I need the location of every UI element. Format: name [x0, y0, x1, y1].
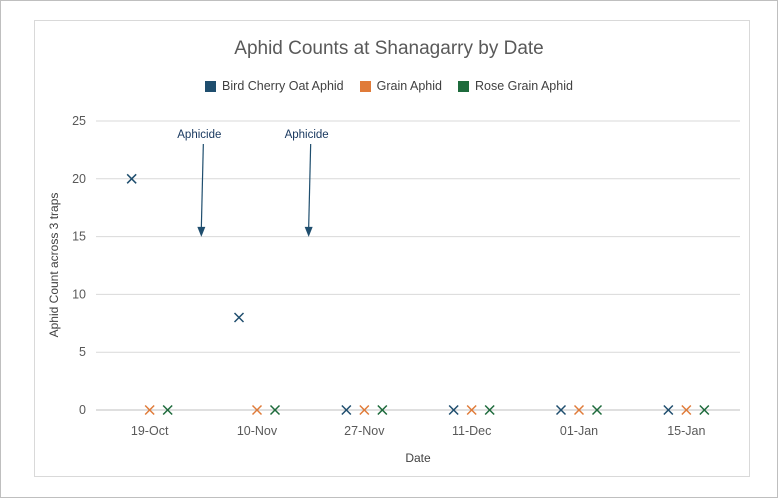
- marker-grain-aphid-15-Jan: [681, 404, 692, 416]
- annotation-label-0: Aphicide: [177, 129, 221, 141]
- x-tick-11-Dec: 11-Dec: [452, 424, 491, 438]
- annotations: Aphicide Aphicide: [177, 129, 329, 237]
- x-axis-title: Date: [405, 451, 431, 465]
- legend-label-grain: Grain Aphid: [376, 79, 442, 93]
- y-tick-25: 25: [72, 114, 86, 128]
- annotation-arrow-line-1: [308, 143, 312, 228]
- annotation-arrow-head-0: [197, 226, 206, 237]
- legend-swatch-grain: [359, 80, 371, 92]
- x-tick-19-Oct: 19-Oct: [131, 424, 169, 438]
- annotation-arrow-head-1: [304, 226, 313, 237]
- marker-rose-grain-aphid-01-Jan: [591, 404, 603, 416]
- marker-rose-grain-aphid-15-Jan: [699, 404, 710, 416]
- marker-grain-aphid-01-Jan: [573, 404, 585, 416]
- y-tick-labels: 0 5 10 15 20 25: [72, 114, 86, 417]
- legend-item-rose-grain: Rose Grain Aphid: [457, 79, 573, 93]
- legend-label-rose-grain: Rose Grain Aphid: [474, 79, 573, 93]
- marker-grain-aphid-27-Nov: [359, 404, 370, 416]
- annotation-arrow-line-0: [200, 143, 204, 228]
- marker-bird-cherry-oat-aphid-19-Oct: [126, 173, 137, 184]
- gridlines: [96, 120, 740, 411]
- marker-bird-cherry-oat-aphid-27-Nov: [341, 404, 352, 416]
- legend-swatch-bird-cherry-oat: [205, 80, 217, 92]
- marker-rose-grain-aphid-11-Dec: [484, 404, 495, 416]
- chart-area: [34, 20, 750, 477]
- legend-swatch-rose-grain: [457, 80, 469, 92]
- x-tick-10-Nov: 10-Nov: [237, 424, 278, 438]
- marker-grain-aphid-11-Dec: [466, 404, 477, 416]
- y-tick-10: 10: [72, 287, 86, 301]
- marker-bird-cherry-oat-aphid-01-Jan: [555, 404, 567, 416]
- y-tick-5: 5: [79, 345, 86, 359]
- x-tick-01-Jan: 01-Jan: [560, 424, 598, 438]
- marker-bird-cherry-oat-aphid-10-Nov: [233, 312, 245, 323]
- legend-item-bird-cherry-oat: Bird Cherry Oat Aphid: [205, 79, 344, 93]
- marker-grain-aphid-10-Nov: [251, 404, 263, 416]
- marker-rose-grain-aphid-19-Oct: [162, 404, 173, 416]
- y-axis-title: Aphid Count across 3 traps: [47, 193, 61, 338]
- x-tick-15-Jan: 15-Jan: [667, 424, 705, 438]
- data-markers: [126, 173, 710, 416]
- x-tick-27-Nov: 27-Nov: [344, 424, 385, 438]
- annotation-label-1: Aphicide: [285, 129, 329, 141]
- marker-rose-grain-aphid-10-Nov: [269, 404, 281, 416]
- legend-item-grain: Grain Aphid: [359, 79, 442, 93]
- x-tick-labels: 19-Oct 10-Nov 27-Nov 11-Dec 01-Jan 15-Jan: [131, 424, 706, 438]
- chart-title: Aphid Counts at Shanagarry by Date: [234, 38, 544, 59]
- y-tick-20: 20: [72, 172, 86, 186]
- chart-legend: Bird Cherry Oat Aphid Grain Aphid Rose G…: [0, 79, 778, 93]
- marker-bird-cherry-oat-aphid-11-Dec: [448, 404, 459, 416]
- marker-bird-cherry-oat-aphid-15-Jan: [663, 404, 674, 416]
- marker-grain-aphid-19-Oct: [144, 404, 155, 416]
- y-tick-15: 15: [72, 230, 86, 244]
- marker-rose-grain-aphid-27-Nov: [377, 404, 388, 416]
- y-tick-0: 0: [79, 403, 86, 417]
- legend-label-bird-cherry-oat: Bird Cherry Oat Aphid: [222, 79, 344, 93]
